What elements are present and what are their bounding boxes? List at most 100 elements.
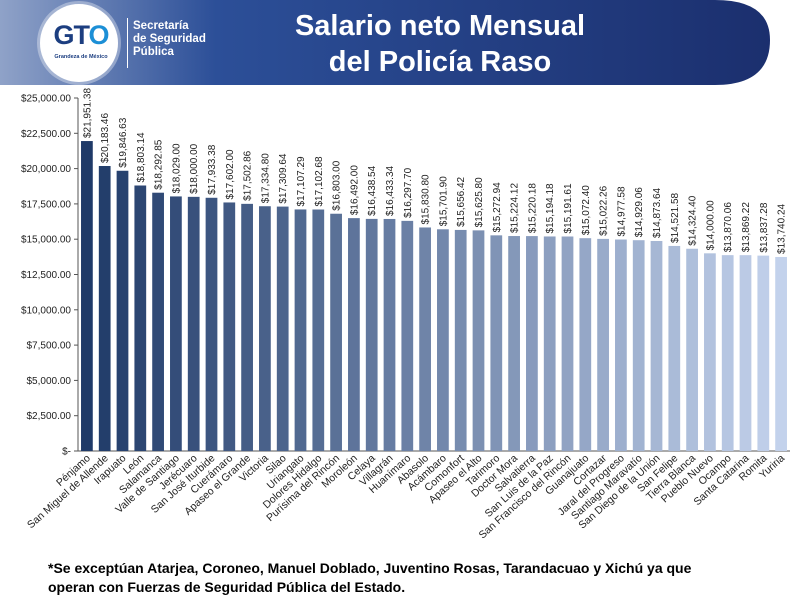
- bar: [597, 238, 609, 451]
- value-label: $18,000.00: [189, 143, 200, 193]
- bar: [650, 240, 663, 451]
- organization-name-line: de Seguridad: [133, 33, 206, 45]
- value-label: $18,292.85: [154, 139, 165, 189]
- bar: [739, 255, 752, 451]
- value-label: $15,220.18: [527, 183, 538, 233]
- y-tick-label: $17,500.00: [21, 199, 71, 210]
- y-tick-label: $12,500.00: [21, 270, 71, 281]
- value-label: $15,072.40: [581, 185, 592, 235]
- salary-bar-chart: $- $2,500.00 $5,000.00 $7,500.00 $10,000.00 $…: [21, 88, 790, 541]
- logo: GTO Grandeza de México Secretaría de Seg…: [40, 2, 230, 82]
- value-label: $15,656.42: [456, 176, 467, 226]
- value-label: $13,740.24: [777, 204, 788, 254]
- logo-badge: [40, 4, 118, 82]
- y-tick-label: $25,000.00: [21, 94, 71, 105]
- value-label: $20,183.46: [100, 113, 111, 163]
- bars: [81, 141, 787, 451]
- y-tick-label: $20,000.00: [21, 164, 71, 175]
- value-label: $16,433.34: [385, 165, 396, 215]
- value-label: $19,846.63: [118, 117, 129, 167]
- value-label: $16,297.70: [403, 167, 414, 217]
- value-label: $13,869.22: [741, 202, 752, 252]
- bar: [668, 245, 681, 451]
- value-label: $17,102.68: [314, 156, 325, 206]
- value-label: $15,625.80: [474, 177, 485, 227]
- bar: [401, 220, 414, 451]
- page-title-line: Salario neto Mensual: [294, 10, 586, 42]
- bar: [383, 218, 396, 451]
- bar: [312, 209, 325, 451]
- value-label: $15,701.90: [438, 176, 449, 226]
- bar: [205, 197, 218, 451]
- bar: [116, 170, 129, 451]
- value-label: $14,929.06: [634, 187, 645, 237]
- value-label: $17,602.00: [225, 149, 236, 199]
- bar: [704, 253, 716, 451]
- bar: [419, 227, 431, 451]
- value-label: $13,837.28: [759, 202, 770, 252]
- y-tick-label: $5,000.00: [27, 376, 72, 387]
- bar: [348, 218, 360, 451]
- value-label: $15,022.26: [599, 185, 610, 235]
- organization-name: Secretaría de Seguridad Pública: [133, 20, 233, 59]
- header-band: [0, 0, 770, 85]
- page-title: Salario neto Mensual del Policía Raso: [240, 8, 640, 80]
- value-label: $17,334.80: [260, 153, 271, 203]
- bar: [437, 229, 449, 451]
- value-label: $15,830.80: [421, 174, 432, 224]
- bar: [579, 238, 592, 451]
- bar: [259, 206, 271, 451]
- organization-name-line: Pública: [133, 46, 174, 58]
- y-tick-label: $7,500.00: [27, 341, 72, 352]
- bar: [365, 218, 378, 451]
- bar: [686, 248, 698, 451]
- value-label: $14,000.00: [705, 200, 716, 250]
- bar: [454, 229, 467, 451]
- value-label: $17,502.86: [243, 150, 254, 200]
- value-label: $13,870.06: [723, 202, 734, 252]
- value-label: $14,977.58: [616, 186, 627, 236]
- bar: [757, 255, 770, 451]
- value-label: $16,492.00: [349, 165, 360, 215]
- bar: [632, 240, 645, 451]
- bar: [134, 185, 147, 451]
- organization-name-line: Secretaría: [133, 20, 189, 32]
- y-tick-label: $15,000.00: [21, 235, 71, 246]
- value-label: $14,873.64: [652, 187, 663, 237]
- bar: [170, 196, 182, 451]
- value-label: $15,272.94: [492, 182, 503, 232]
- bar: [508, 236, 520, 451]
- logo-divider: [127, 18, 128, 68]
- value-label: $18,803.14: [136, 132, 147, 182]
- y-tick-label: $-: [62, 447, 71, 458]
- bar: [276, 206, 289, 451]
- header-banner: GTO Grandeza de México Secretaría de Seg…: [0, 0, 800, 85]
- bar: [526, 236, 538, 451]
- value-label: $16,438.54: [367, 165, 378, 215]
- bar: [294, 209, 307, 451]
- value-label: $17,309.64: [278, 153, 289, 203]
- value-label: $14,324.40: [688, 195, 699, 245]
- bar: [543, 236, 556, 451]
- value-label: $17,107.29: [296, 156, 307, 206]
- bar: [81, 141, 93, 451]
- logo-tagline: Grandeza de México: [54, 54, 108, 60]
- value-label: $15,191.61: [563, 183, 574, 233]
- y-tick-label: $2,500.00: [27, 411, 72, 422]
- value-label: $15,194.18: [545, 183, 556, 233]
- value-label: $14,521.58: [670, 192, 681, 242]
- bar: [721, 255, 734, 451]
- bar: [775, 256, 787, 451]
- bar: [472, 230, 485, 451]
- page-title-line: del Policía Raso: [328, 46, 552, 78]
- bar: [615, 239, 627, 451]
- value-labels: $21,951.38 $20,183.46 $19,846.63 $18,803.14…: [82, 88, 787, 254]
- y-tick-label: $22,500.00: [21, 129, 71, 140]
- footnote-line: operan con Fuerzas de Seguridad Pública …: [48, 579, 406, 595]
- bar: [187, 196, 200, 451]
- bar: [152, 192, 164, 451]
- footnote: *Se exceptúan Atarjea, Coroneo, Manuel D…: [48, 559, 758, 597]
- footnote-line: *Se exceptúan Atarjea, Coroneo, Manuel D…: [48, 560, 692, 576]
- bar: [561, 236, 574, 451]
